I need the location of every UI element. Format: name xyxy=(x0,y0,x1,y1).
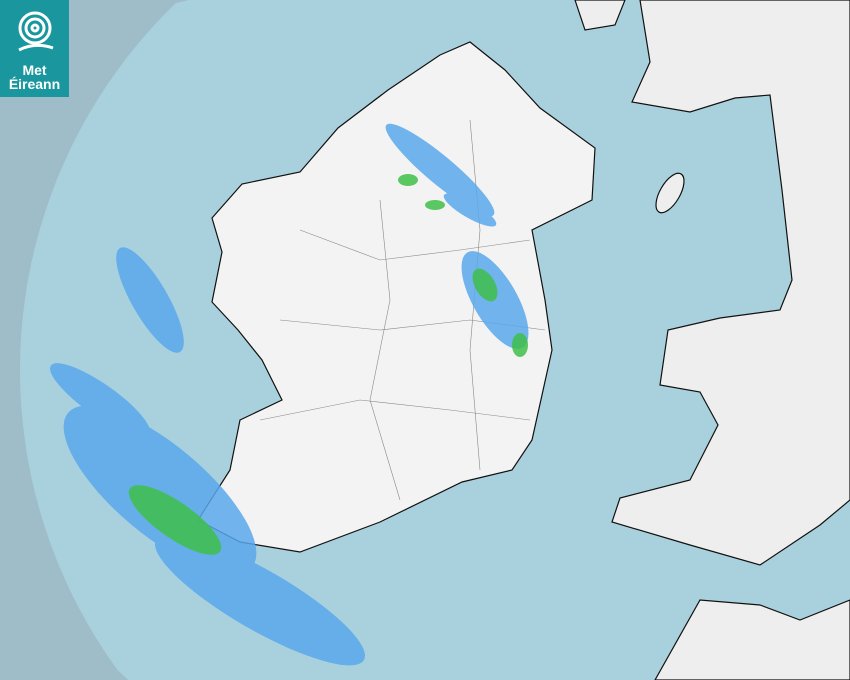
great-britain xyxy=(574,0,850,680)
rain-echoes xyxy=(50,123,529,666)
met-eireann-logo: Met Éireann xyxy=(0,0,69,97)
logo-text-eireann: Éireann xyxy=(8,76,61,92)
logo-text-met: Met xyxy=(22,62,47,78)
swirl-logo-icon xyxy=(17,11,53,52)
county-borders xyxy=(259,119,546,501)
